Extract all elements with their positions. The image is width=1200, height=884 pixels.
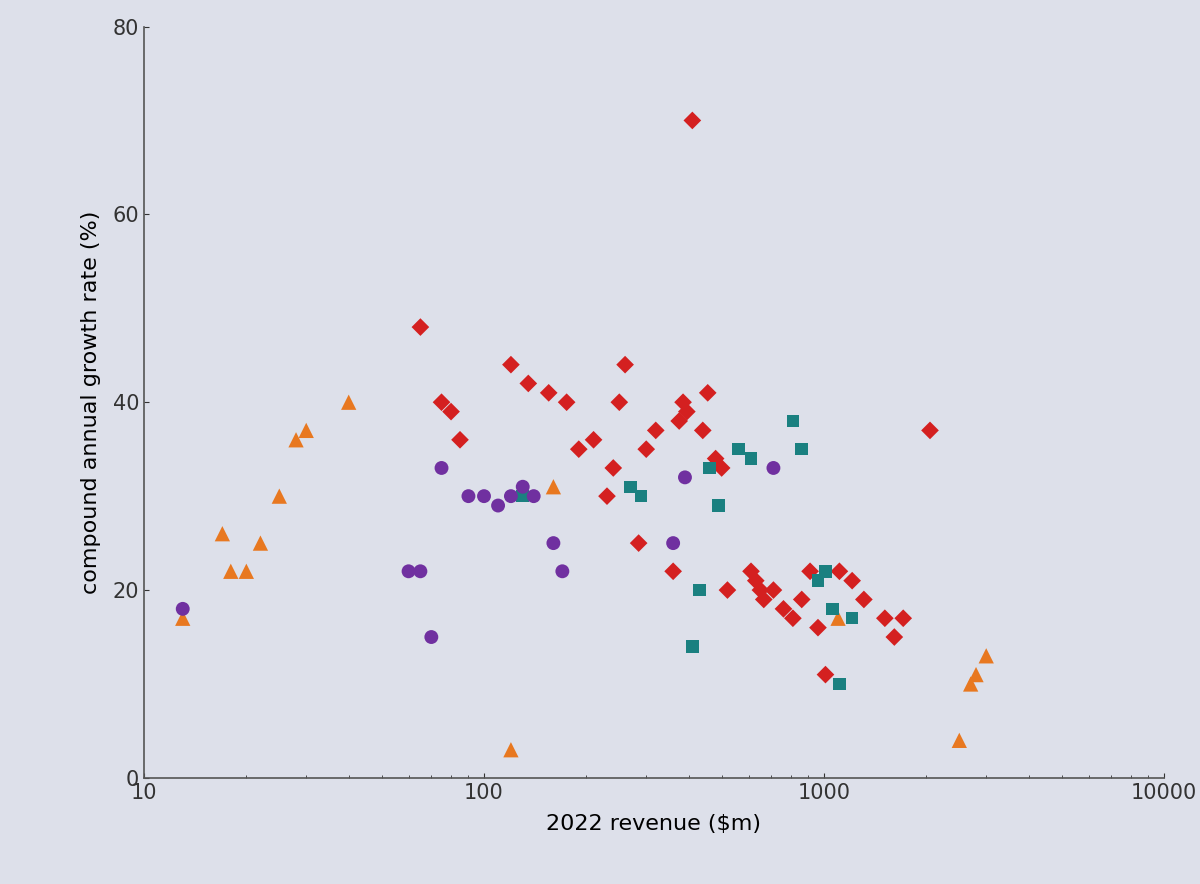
Point	[631, 489, 650, 503]
Point	[800, 564, 820, 578]
Point	[816, 667, 835, 682]
Point	[754, 592, 773, 606]
Point	[421, 630, 440, 644]
Point	[432, 461, 451, 475]
Point	[173, 611, 192, 625]
Point	[683, 113, 702, 127]
Point	[458, 489, 478, 503]
Point	[809, 574, 828, 588]
Point	[809, 621, 828, 635]
Point	[718, 583, 737, 598]
Point	[287, 432, 306, 446]
Point	[966, 667, 985, 682]
Point	[544, 480, 563, 494]
Point	[584, 432, 604, 446]
Point	[622, 480, 641, 494]
Point	[690, 583, 709, 598]
Point	[676, 470, 695, 484]
Point	[514, 480, 533, 494]
Point	[410, 320, 430, 334]
Point	[544, 536, 563, 550]
Point	[698, 385, 718, 400]
Point	[212, 527, 232, 541]
Point	[694, 423, 713, 438]
Point	[751, 583, 770, 598]
Point	[784, 414, 803, 428]
Point	[616, 357, 635, 371]
Point	[664, 564, 683, 578]
Point	[884, 630, 904, 644]
Point	[706, 452, 725, 466]
Point	[828, 611, 847, 625]
Point	[502, 743, 521, 757]
Point	[270, 489, 289, 503]
Point	[875, 611, 894, 625]
Point	[553, 564, 572, 578]
Point	[746, 574, 766, 588]
Point	[604, 461, 623, 475]
Point	[842, 611, 862, 625]
Point	[742, 564, 761, 578]
Point	[683, 639, 702, 653]
Point	[842, 574, 862, 588]
Point	[792, 442, 811, 456]
Point	[816, 564, 835, 578]
Point	[569, 442, 588, 456]
Point	[610, 395, 629, 409]
Point	[677, 405, 696, 419]
Y-axis label: compound annual growth rate (%): compound annual growth rate (%)	[82, 210, 102, 594]
Point	[961, 677, 980, 691]
Point	[830, 677, 850, 691]
Point	[557, 395, 576, 409]
X-axis label: 2022 revenue ($m): 2022 revenue ($m)	[546, 814, 762, 834]
Point	[502, 489, 521, 503]
Point	[894, 611, 913, 625]
Point	[700, 461, 719, 475]
Point	[296, 423, 316, 438]
Point	[432, 395, 451, 409]
Point	[709, 499, 728, 513]
Point	[442, 405, 461, 419]
Point	[823, 602, 842, 616]
Point	[774, 602, 793, 616]
Point	[728, 442, 748, 456]
Point	[854, 592, 874, 606]
Point	[646, 423, 665, 438]
Point	[398, 564, 418, 578]
Point	[539, 385, 558, 400]
Point	[764, 461, 784, 475]
Point	[410, 564, 430, 578]
Point	[598, 489, 617, 503]
Point	[340, 395, 359, 409]
Point	[518, 377, 538, 391]
Point	[488, 499, 508, 513]
Point	[629, 536, 648, 550]
Point	[251, 536, 270, 550]
Point	[673, 395, 692, 409]
Point	[949, 733, 968, 747]
Point	[173, 602, 192, 616]
Point	[502, 357, 521, 371]
Point	[977, 649, 996, 663]
Point	[712, 461, 731, 475]
Point	[764, 583, 784, 598]
Point	[221, 564, 240, 578]
Point	[450, 432, 469, 446]
Point	[792, 592, 811, 606]
Point	[784, 611, 803, 625]
Point	[637, 442, 656, 456]
Point	[236, 564, 256, 578]
Point	[670, 414, 689, 428]
Point	[474, 489, 493, 503]
Point	[742, 452, 761, 466]
Point	[920, 423, 940, 438]
Point	[664, 536, 683, 550]
Point	[514, 489, 533, 503]
Point	[830, 564, 850, 578]
Point	[524, 489, 544, 503]
